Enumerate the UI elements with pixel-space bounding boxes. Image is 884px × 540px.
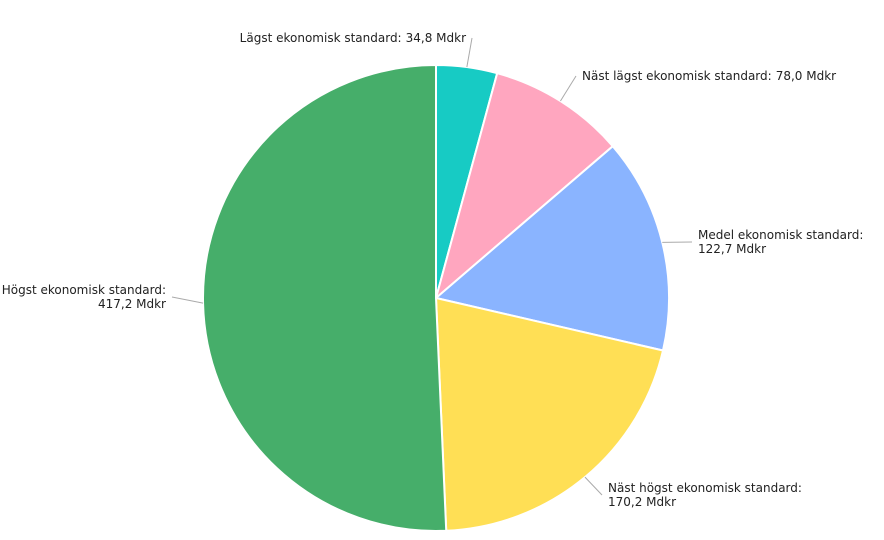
leader-line	[584, 476, 603, 496]
pie-slice	[201, 63, 448, 532]
data-label: Lägst ekonomisk standard: 34,8 Mdkr	[240, 31, 466, 45]
label-value: 170,2 Mdkr	[608, 495, 676, 509]
leader-line	[560, 75, 577, 102]
label-category: Näst högst ekonomisk standard:	[608, 481, 802, 495]
label-category: Medel ekonomisk standard:	[698, 228, 863, 242]
label-value: 417,2 Mdkr	[98, 297, 166, 311]
leader-line	[171, 296, 204, 304]
data-label: Högst ekonomisk standard: 417,2 Mdkr	[2, 283, 166, 311]
leader-line	[466, 37, 473, 68]
label-value: 34,8 Mdkr	[406, 31, 466, 45]
label-value: 78,0 Mdkr	[776, 69, 836, 83]
pie-slice	[434, 296, 665, 532]
label-category: Högst ekonomisk standard:	[2, 283, 166, 297]
label-category: Näst lägst ekonomisk standard:	[582, 69, 772, 83]
pie-slice	[434, 71, 615, 301]
label-category: Lägst ekonomisk standard:	[240, 31, 402, 45]
data-label: Näst lägst ekonomisk standard: 78,0 Mdkr	[582, 69, 836, 83]
data-label: Näst högst ekonomisk standard: 170,2 Mdkr	[608, 481, 802, 509]
data-label: Medel ekonomisk standard: 122,7 Mdkr	[698, 228, 863, 256]
label-value: 122,7 Mdkr	[698, 242, 766, 256]
